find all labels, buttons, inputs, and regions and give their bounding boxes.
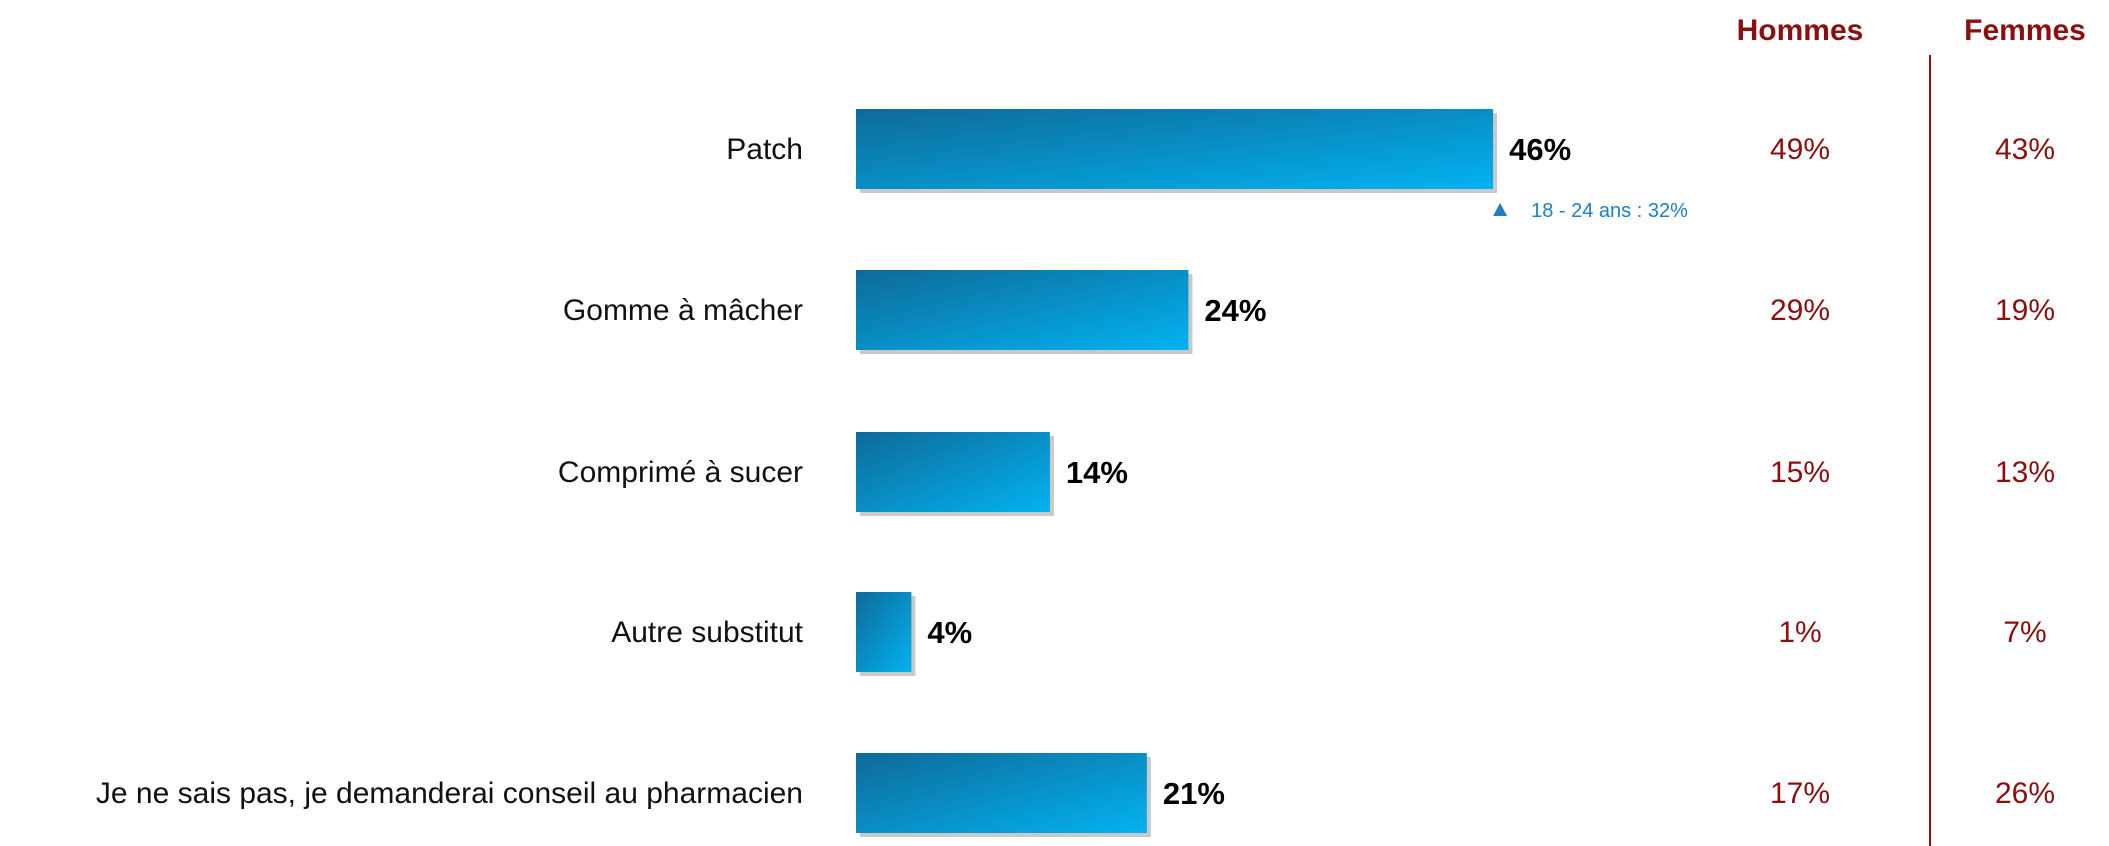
- column-value: 49%: [1770, 133, 1830, 166]
- bar: [856, 432, 1050, 512]
- column-value: 29%: [1770, 294, 1830, 327]
- value-label: 4%: [927, 615, 972, 650]
- annotation-label: 18 - 24 ans : 32%: [1531, 200, 1688, 222]
- bar: [856, 109, 1494, 189]
- category-label: Je ne sais pas, je demanderai conseil au…: [96, 777, 803, 810]
- annotation: 18 - 24 ans : 32%: [1493, 200, 1688, 222]
- column-value: 7%: [2003, 616, 2046, 649]
- bar: [856, 270, 1189, 350]
- category-label: Patch: [726, 133, 803, 166]
- column-value: 26%: [1995, 777, 2055, 810]
- column-value: 15%: [1770, 456, 1830, 489]
- column-header: Hommes: [1737, 14, 1864, 47]
- column-value: 17%: [1770, 777, 1830, 810]
- annotation-label: 65 ans et plus : 28%: [1185, 844, 1366, 846]
- column-header: Femmes: [1964, 14, 2086, 47]
- value-label: 21%: [1163, 776, 1225, 811]
- column-value: 19%: [1995, 294, 2055, 327]
- value-label: 46%: [1509, 132, 1571, 167]
- column-value: 13%: [1995, 456, 2055, 489]
- column-value: 43%: [1995, 133, 2055, 166]
- category-label: Gomme à mâcher: [563, 294, 803, 327]
- category-label: Autre substitut: [611, 616, 803, 649]
- annotation: 65 ans et plus : 28%: [1185, 844, 1366, 846]
- value-label: 24%: [1204, 293, 1266, 328]
- bars-layer: Patch 46% Gomme à mâcher 24% Comprimé à suce…: [96, 109, 1688, 846]
- value-label: 14%: [1066, 455, 1128, 490]
- bar: [856, 592, 912, 672]
- category-label: Comprimé à sucer: [558, 456, 803, 489]
- comparison-columns: Hommes 49% 29% 15% 1% 17% Femmes 43% 19% 13% 7% 26%: [1737, 14, 2086, 846]
- column-value: 1%: [1778, 616, 1821, 649]
- bar: [856, 753, 1147, 833]
- up-triangle-icon: [1493, 203, 1508, 216]
